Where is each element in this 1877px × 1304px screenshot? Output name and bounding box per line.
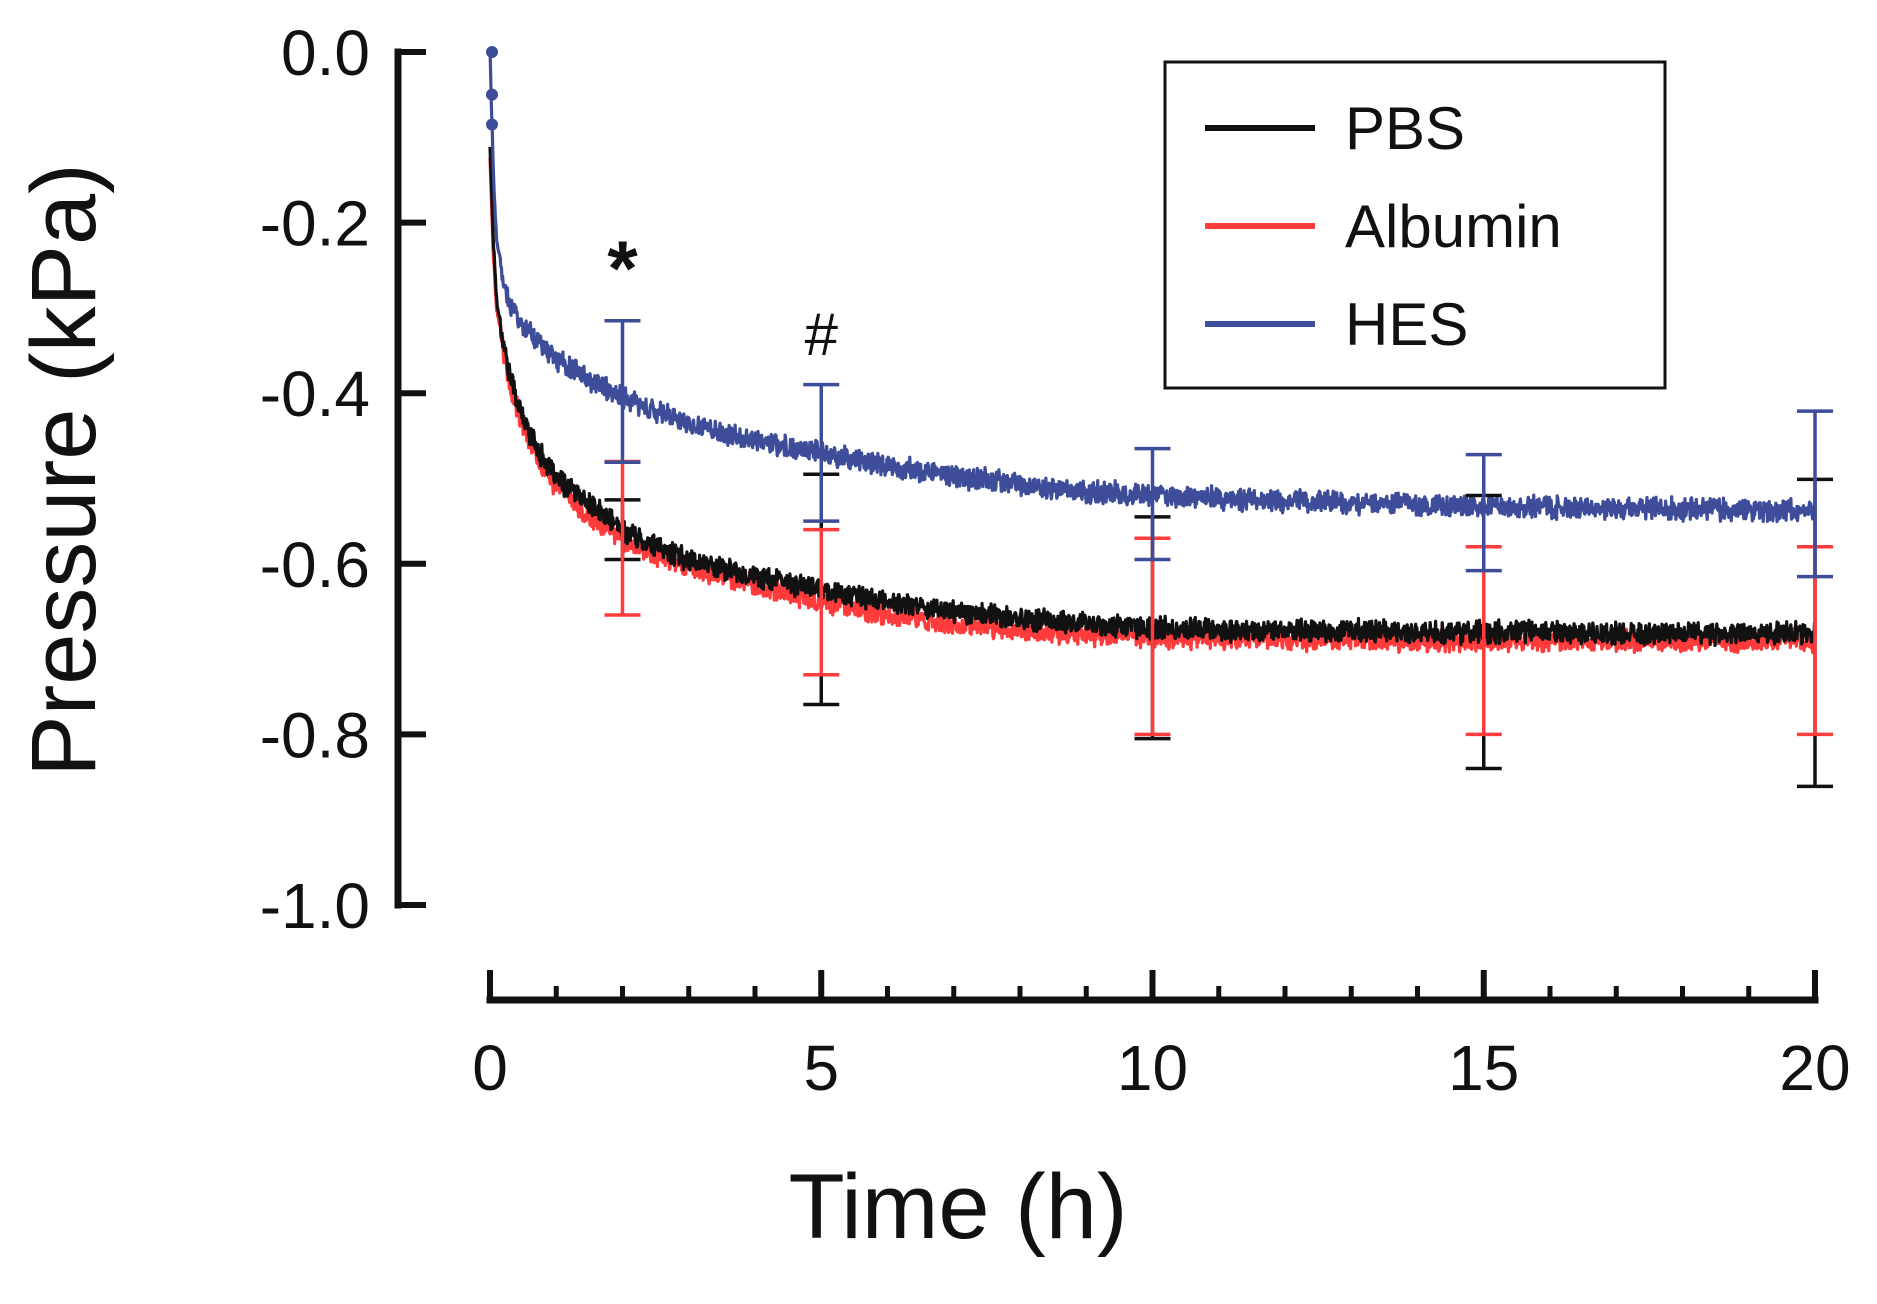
significance-marker: * <box>607 224 638 312</box>
hes-start-point <box>486 88 498 101</box>
y-tick-label: 0.0 <box>281 17 370 89</box>
error-bar-layer <box>604 318 1833 789</box>
y-axis: 0.0 -0.2 -0.4 -0.6 -0.8 -1.0 <box>260 17 426 942</box>
annotation-layer: *# <box>607 224 838 368</box>
significance-marker: # <box>805 301 839 368</box>
legend-label-pbs: PBS <box>1345 95 1465 162</box>
x-tick-label: 20 <box>1779 1032 1850 1104</box>
hes-start-point <box>486 118 498 131</box>
y-tick-label: -0.2 <box>260 188 370 260</box>
legend-label-albumin: Albumin <box>1345 193 1562 260</box>
x-tick-label: 15 <box>1448 1032 1519 1104</box>
x-axis-title: Time (h) <box>788 1156 1127 1258</box>
y-tick-label: -0.4 <box>260 358 370 430</box>
y-axis-title: Pressure (kPa) <box>13 163 115 777</box>
x-tick-label: 10 <box>1117 1032 1188 1104</box>
y-tick-label: -1.0 <box>260 870 370 942</box>
x-axis: 0 5 10 15 20 <box>472 970 1851 1104</box>
y-tick-label: -0.8 <box>260 699 370 771</box>
hes-start-point <box>486 46 498 58</box>
legend: PBS Albumin HES <box>1163 60 1667 390</box>
y-tick-label: -0.6 <box>260 529 370 601</box>
x-tick-label: 0 <box>472 1032 508 1104</box>
x-tick-label: 5 <box>803 1032 839 1104</box>
legend-label-hes: HES <box>1345 291 1468 358</box>
